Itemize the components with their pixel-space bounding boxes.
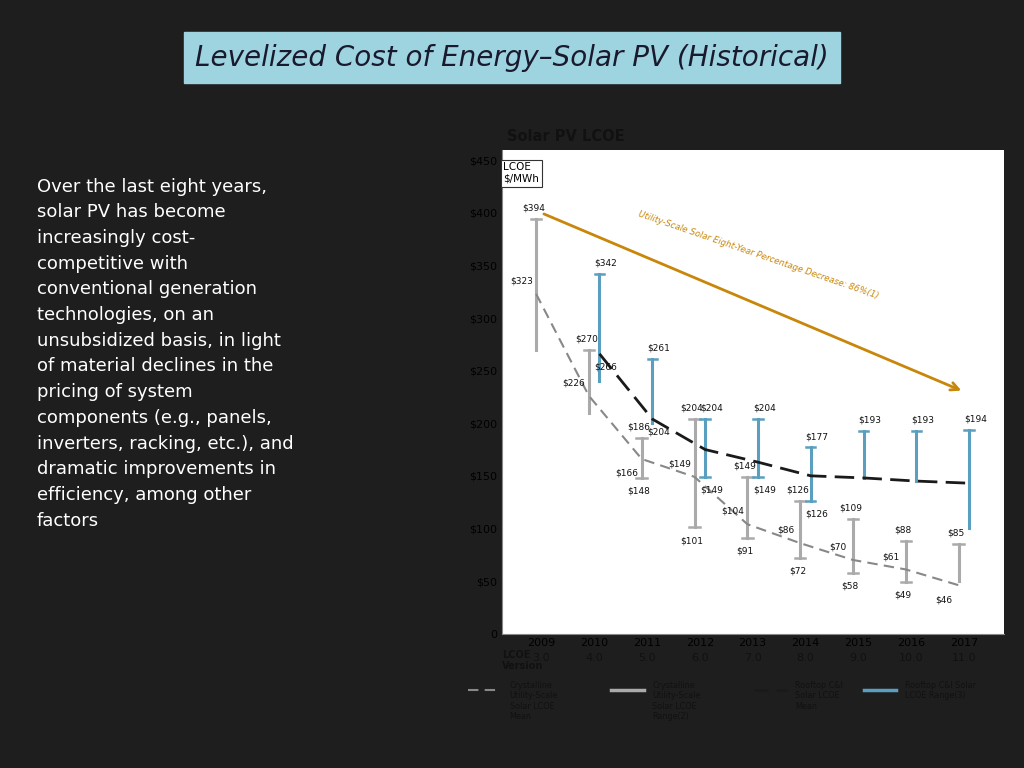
Text: $104: $104 [721,507,744,516]
Text: Rooftop C&I
Solar LCOE
Mean: Rooftop C&I Solar LCOE Mean [795,680,843,710]
Text: $204: $204 [753,404,775,412]
Text: $149: $149 [733,462,756,471]
Text: LCOE
$/MWh: LCOE $/MWh [504,162,540,184]
Text: $49: $49 [895,591,911,600]
Text: $85: $85 [947,529,965,538]
Text: Levelized Cost of Energy–Solar PV (Historical): Levelized Cost of Energy–Solar PV (Histo… [196,44,828,71]
Text: $86: $86 [777,526,794,535]
Text: $323: $323 [510,276,532,286]
Text: $193: $193 [911,415,934,424]
Text: $261: $261 [647,344,670,353]
Text: $149: $149 [753,485,776,495]
Text: $149: $149 [669,459,691,468]
Text: 5.0: 5.0 [638,653,655,663]
Text: $270: $270 [574,334,598,343]
Text: $342: $342 [595,259,617,267]
Text: 4.0: 4.0 [586,653,603,663]
Text: $194: $194 [964,414,987,423]
Text: $204: $204 [681,404,703,412]
Text: Over the last eight years,
solar PV has become
increasingly cost-
competitive wi: Over the last eight years, solar PV has … [37,177,294,530]
Text: $70: $70 [829,542,847,551]
Text: $204: $204 [647,428,670,437]
Text: $126: $126 [786,485,809,495]
Text: $58: $58 [842,581,859,591]
Text: $186: $186 [628,422,650,432]
Text: $204: $204 [700,404,723,412]
Text: Solar PV LCOE: Solar PV LCOE [507,129,625,144]
Text: $226: $226 [563,379,586,388]
Text: 11.0: 11.0 [951,653,976,663]
Text: Crystalline
Utility-Scale
Solar LCOE
Mean: Crystalline Utility-Scale Solar LCOE Mea… [510,680,558,721]
Text: $126: $126 [806,510,828,519]
Text: $148: $148 [628,487,650,496]
Text: $91: $91 [736,547,754,556]
Text: $149: $149 [700,485,723,495]
Text: $72: $72 [788,567,806,576]
Text: $177: $177 [806,432,828,441]
Text: Crystalline
Utility-Scale
Solar LCOE
Range(2): Crystalline Utility-Scale Solar LCOE Ran… [652,680,700,721]
Text: $266: $266 [594,362,617,372]
Text: $46: $46 [935,595,952,604]
Text: 3.0: 3.0 [532,653,550,663]
Text: Rooftop C&I Solar
LCOE Range(3): Rooftop C&I Solar LCOE Range(3) [904,680,976,700]
Text: LCOE
Version: LCOE Version [503,650,544,671]
Text: $88: $88 [895,526,911,535]
Text: 8.0: 8.0 [797,653,814,663]
Text: $109: $109 [839,504,862,513]
Text: 6.0: 6.0 [691,653,709,663]
Text: 10.0: 10.0 [899,653,924,663]
Text: $101: $101 [680,536,703,545]
Text: 9.0: 9.0 [849,653,867,663]
Text: 7.0: 7.0 [743,653,762,663]
Text: $61: $61 [883,552,900,561]
Text: Utility-Scale Solar Eight-Year Percentage Decrease: 86%(1): Utility-Scale Solar Eight-Year Percentag… [637,210,880,300]
Text: $193: $193 [858,415,882,424]
Text: $166: $166 [615,469,638,478]
Text: $394: $394 [522,204,545,213]
